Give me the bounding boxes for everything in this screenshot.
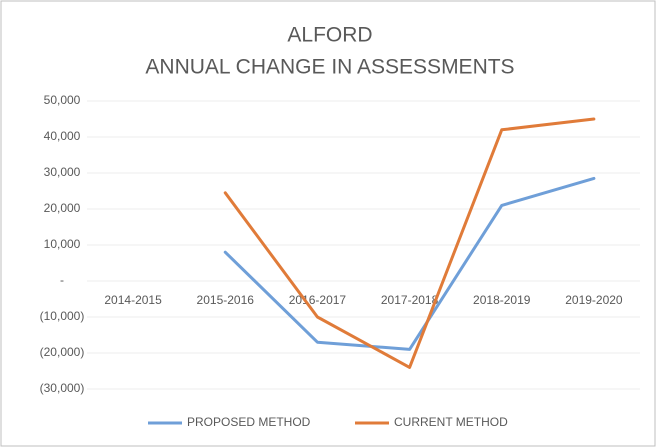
y-tick-label: 40,000 [44, 129, 81, 143]
series-line [223, 176, 596, 351]
y-tick-label: 50,000 [44, 93, 81, 107]
legend-label: CURRENT METHOD [394, 415, 508, 429]
chart-title: ALFORD [287, 24, 372, 47]
chart-subtitle: ANNUAL CHANGE IN ASSESSMENTS [145, 56, 514, 79]
y-tick-label: 20,000 [44, 201, 81, 215]
y-tick-label: - [60, 273, 64, 287]
x-tick-label: 2018-2019 [473, 293, 531, 307]
legend-label: PROPOSED METHOD [187, 415, 311, 429]
x-tick-label: 2017-2018 [381, 293, 439, 307]
x-tick-label: 2014-2015 [104, 293, 162, 307]
x-tick-label: 2016-2017 [289, 293, 347, 307]
series-line [223, 117, 596, 369]
x-tick-label: 2015-2016 [197, 293, 255, 307]
y-tick-label: (30,000) [40, 381, 85, 395]
y-tick-label: 30,000 [44, 165, 81, 179]
y-tick-label: 10,000 [44, 237, 81, 251]
x-tick-label: 2019-2020 [565, 293, 623, 307]
y-tick-label: (10,000) [40, 309, 85, 323]
y-tick-label: (20,000) [40, 345, 85, 359]
